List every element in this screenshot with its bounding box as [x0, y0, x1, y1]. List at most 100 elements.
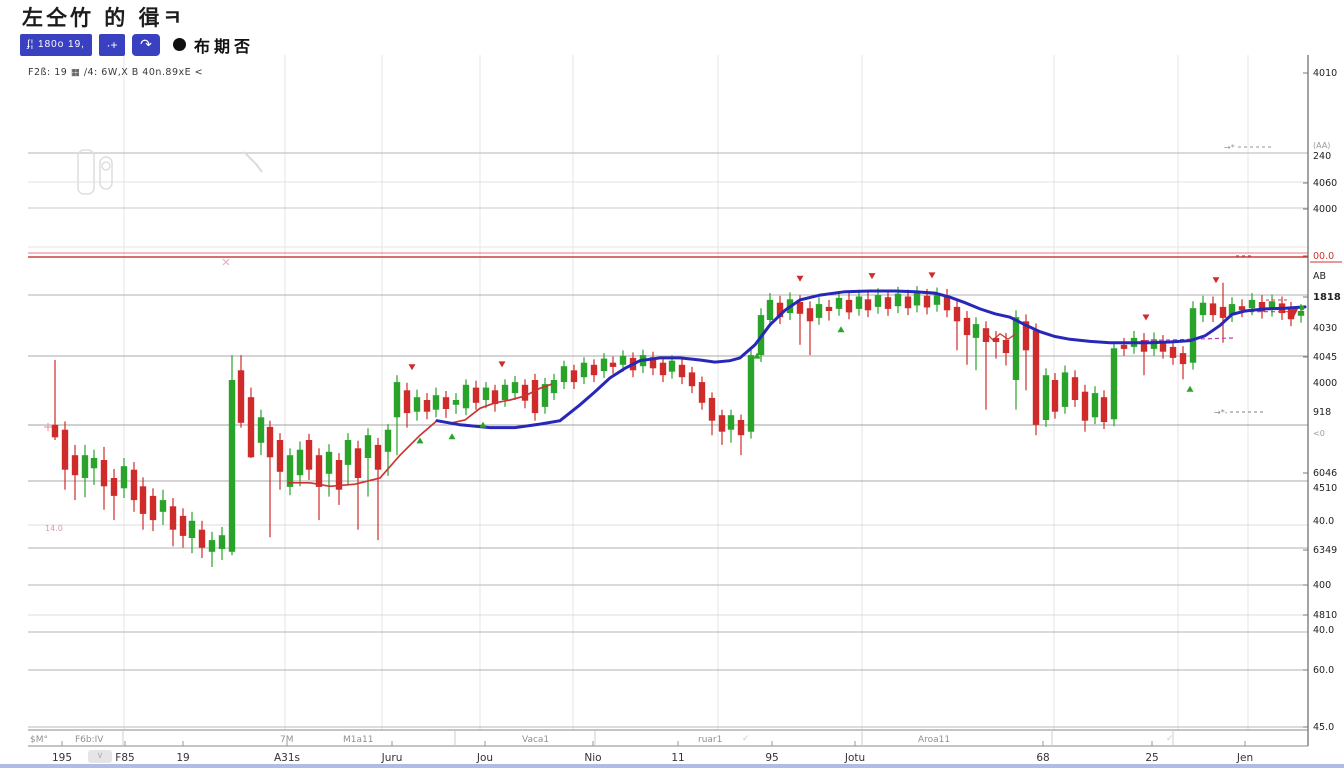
candle-up	[432, 395, 440, 410]
candle-up	[228, 380, 236, 552]
candle-down	[71, 455, 79, 476]
candle-up	[550, 380, 558, 394]
candle-down	[1258, 302, 1266, 312]
candle-down	[1209, 303, 1217, 316]
candle-up	[482, 387, 490, 400]
x-axis-label-minor: Jotu	[844, 752, 865, 764]
y-axis-label: 1818	[1313, 292, 1341, 303]
buy-marker-icon	[837, 326, 845, 333]
candle-up	[1248, 299, 1256, 309]
candle-up	[413, 397, 421, 412]
y-axis-label: 4000	[1313, 204, 1337, 215]
x-axis-label-major: $M°	[30, 735, 48, 745]
candle-down	[110, 478, 118, 496]
candle-down	[1219, 306, 1227, 318]
y-axis-label: AB	[1313, 271, 1326, 282]
timeframe-dropdown[interactable]: ∨	[88, 750, 112, 763]
y-axis-label: 240	[1313, 151, 1331, 162]
y-axis-label: 40.0	[1313, 516, 1334, 527]
candle-up	[913, 293, 921, 306]
x-axis-label-minor: 95	[765, 752, 778, 764]
candle-down	[864, 299, 872, 311]
buy-marker-icon	[753, 352, 761, 359]
sell-marker-icon	[868, 273, 876, 280]
candle-down	[943, 295, 951, 311]
undo-arrow-button[interactable]: ↷	[132, 33, 160, 56]
candle-down	[1120, 344, 1128, 349]
candle-up	[393, 382, 401, 418]
x-axis-label-minor: A31s	[274, 752, 300, 764]
candle-up	[1228, 304, 1236, 316]
candle-down	[1100, 397, 1108, 423]
candle-down	[806, 308, 814, 322]
candle-down	[992, 337, 1000, 342]
candle-down	[649, 357, 657, 369]
annotation-text: →*	[1224, 143, 1235, 152]
candle-up	[580, 362, 588, 378]
candle-down	[521, 384, 529, 401]
candle-down	[198, 529, 206, 548]
candle-up	[933, 293, 941, 305]
price-arrow-icon	[1290, 309, 1298, 317]
candle-down	[737, 420, 745, 436]
annotation-text: 14.0	[45, 524, 63, 533]
candle-up	[619, 355, 627, 365]
candle-down	[678, 364, 686, 378]
candle-up	[325, 451, 333, 474]
y-axis-label: 4510	[1313, 483, 1337, 494]
candle-up	[159, 500, 167, 512]
candle-down	[923, 295, 931, 308]
ma-slow-line	[435, 289, 1307, 430]
candle-up	[81, 455, 89, 478]
candle-down	[266, 426, 274, 458]
candle-down	[1022, 321, 1030, 351]
candle-down	[335, 460, 343, 490]
y-axis-label: 4010	[1313, 68, 1337, 79]
candle-down	[570, 370, 578, 383]
candle-up	[1199, 302, 1207, 316]
candle-up	[560, 366, 568, 383]
crosshair-tool-button[interactable]: ·+	[99, 33, 125, 56]
x-axis-label-major: Aroa11	[918, 735, 950, 745]
y-axis-label: 4810	[1313, 610, 1337, 621]
candle-down	[139, 486, 147, 514]
candle-up	[296, 449, 304, 476]
candle-down	[982, 328, 990, 342]
toolbar-menu-label[interactable]: 布期否	[194, 36, 255, 56]
y-axis-label: 918	[1313, 407, 1331, 418]
candle-up	[452, 400, 460, 405]
annotation-text: ✓	[1166, 734, 1174, 744]
candle-down	[698, 382, 706, 403]
sketch-shape	[99, 156, 113, 190]
sell-marker-icon	[928, 272, 936, 279]
candle-up	[384, 429, 392, 452]
page-title: 左仝竹 的 㣬ㅋ	[22, 6, 185, 30]
x-axis-label-minor: 25	[1145, 752, 1158, 764]
annotation-text: ✓	[742, 734, 750, 744]
indicator-settings-button[interactable]: ʄ¦ 180o 19,	[20, 33, 92, 56]
candle-up	[511, 382, 519, 394]
sketch-shape	[77, 149, 95, 195]
candle-down	[1140, 340, 1148, 352]
candle-up	[747, 355, 755, 432]
x-axis-label-minor: 68	[1036, 752, 1049, 764]
candle-down	[796, 302, 804, 314]
candle-down	[688, 372, 696, 387]
candle-up	[364, 435, 372, 458]
y-axis-label: 4060	[1313, 178, 1337, 189]
y-axis-label: 400	[1313, 580, 1331, 591]
scrollbar-strip[interactable]	[0, 764, 1344, 768]
y-axis-label: 45.0	[1313, 722, 1334, 733]
candle-down	[354, 448, 362, 478]
y-axis-label: <0	[1313, 429, 1325, 438]
y-axis-label: 6046	[1313, 468, 1337, 479]
sell-marker-icon	[408, 364, 416, 371]
candle-down	[472, 387, 480, 403]
record-icon[interactable]	[173, 38, 186, 51]
candle-down	[247, 397, 255, 458]
candle-up	[286, 455, 294, 487]
candle-up	[120, 466, 128, 489]
candle-up	[668, 360, 676, 372]
candle-up	[541, 384, 549, 407]
